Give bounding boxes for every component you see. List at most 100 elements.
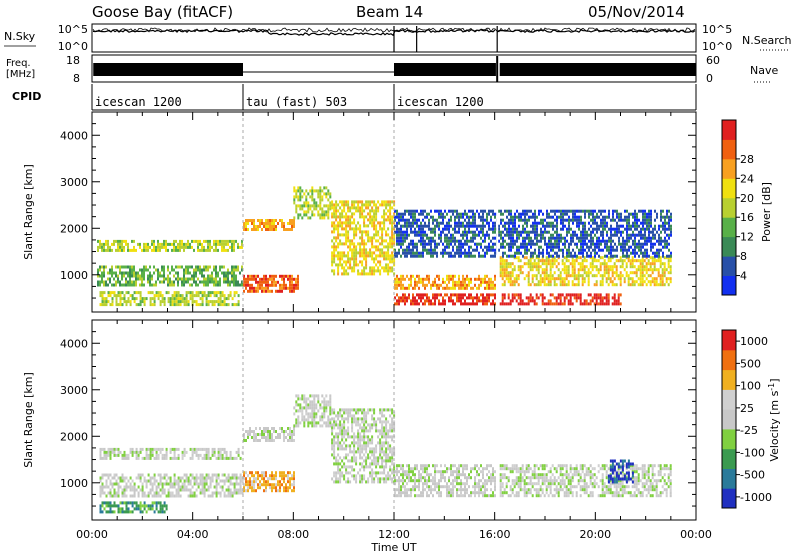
heat-cell (129, 268, 131, 272)
heat-cell (187, 482, 190, 486)
heat-cell (553, 280, 556, 284)
heat-cell (337, 227, 340, 231)
heat-cell (436, 221, 438, 225)
heat-cell (442, 212, 444, 216)
heat-cell (101, 265, 103, 269)
heat-cell (223, 277, 225, 281)
heat-cell (476, 293, 478, 297)
heat-cell (464, 239, 466, 243)
heat-cell (327, 189, 330, 193)
heat-cell (185, 300, 188, 304)
heat-cell (223, 274, 225, 278)
heat-cell (444, 215, 446, 219)
heat-cell (167, 274, 169, 278)
heat-cell (161, 504, 164, 508)
heat-cell (205, 239, 207, 243)
heat-cell (514, 215, 516, 219)
heat-cell (571, 274, 574, 278)
heat-cell (541, 280, 544, 284)
heat-cell (221, 456, 224, 460)
heat-cell (617, 299, 620, 303)
heat-cell (265, 283, 267, 287)
heat-cell (621, 259, 624, 263)
heat-cell (111, 485, 114, 489)
heat-cell (173, 242, 175, 246)
heat-cell (393, 212, 396, 216)
heat-cell (605, 302, 608, 306)
heat-cell (503, 259, 506, 263)
heat-cell (275, 225, 277, 228)
heat-cell (412, 212, 414, 216)
heat-cell (375, 269, 378, 273)
heat-cell (215, 242, 217, 246)
heat-cell (213, 239, 215, 243)
heat-cell (211, 473, 214, 477)
heat-cell (335, 215, 338, 219)
heat-cell (434, 224, 436, 228)
heat-cell (103, 280, 105, 284)
heat-cell (628, 236, 630, 240)
heat-cell (147, 479, 150, 483)
heat-cell (387, 254, 390, 258)
heat-cell (567, 265, 570, 269)
heat-cell (115, 494, 118, 498)
heat-cell (133, 271, 135, 275)
heat-cell (634, 239, 636, 243)
heat-cell (367, 212, 370, 216)
heat-cell (227, 476, 230, 480)
heat-cell (414, 277, 416, 281)
heat-cell (179, 494, 182, 498)
heat-cell (293, 216, 296, 220)
heat-cell (394, 224, 396, 228)
heat-cell (115, 504, 118, 508)
heat-cell (650, 245, 652, 249)
heat-cell (325, 192, 328, 196)
heat-cell (567, 280, 570, 284)
heat-cell (187, 239, 189, 243)
heat-cell (480, 230, 482, 234)
heat-cell (476, 286, 478, 290)
heat-cell (211, 274, 213, 278)
heat-cell (115, 447, 118, 451)
heat-cell (347, 209, 350, 213)
heat-cell (275, 274, 277, 278)
heat-cell (143, 274, 145, 278)
heat-cell (227, 303, 230, 307)
heat-cell (482, 218, 484, 222)
heat-cell (524, 230, 526, 234)
heat-cell (365, 242, 368, 246)
heat-cell (391, 218, 394, 222)
heat-cell (510, 230, 512, 234)
heat-cell (377, 209, 380, 213)
heat-cell (400, 224, 402, 228)
heat-cell (470, 251, 472, 255)
heat-cell (237, 476, 240, 480)
heat-cell (237, 488, 240, 492)
heat-cell (454, 215, 456, 219)
heat-cell (456, 230, 458, 234)
heat-cell (630, 236, 632, 240)
heat-cell (640, 221, 642, 225)
heat-cell (650, 224, 652, 228)
cpid-segment-label: icescan 1200 (95, 95, 182, 109)
heat-cell (227, 494, 230, 498)
heat-cell (472, 248, 474, 252)
heat-cell (641, 274, 644, 278)
heat-cell (307, 201, 310, 205)
heat-cell (103, 453, 106, 457)
heat-cell (353, 245, 356, 249)
heat-cell (265, 489, 267, 493)
heat-cell (267, 427, 269, 430)
heat-cell (654, 251, 656, 255)
heat-cell (225, 242, 227, 246)
heat-cell (518, 236, 520, 240)
heat-cell (563, 256, 566, 260)
heat-cell (167, 265, 169, 269)
heat-cell (666, 239, 668, 243)
heat-cell (664, 215, 666, 219)
heat-cell (299, 213, 302, 217)
heat-cell (223, 239, 225, 243)
heat-cell (205, 479, 208, 483)
heat-cell (195, 303, 198, 307)
heat-cell (291, 225, 293, 228)
